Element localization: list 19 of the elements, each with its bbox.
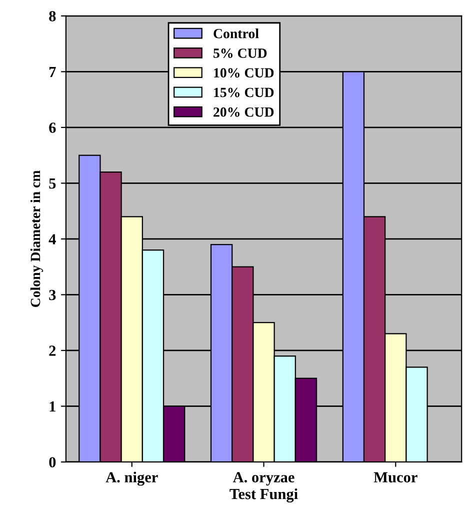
x-tick-label: A. niger <box>106 472 158 486</box>
legend-label: 20% CUD <box>214 107 274 117</box>
y-tick-label: 1 <box>50 401 56 412</box>
y-tick-label: 3 <box>49 290 56 300</box>
legend-label: 5% CUD <box>214 48 267 58</box>
x-tick-label: A. oryzae <box>232 472 294 486</box>
x-tick-label: Mucor <box>374 472 418 482</box>
legend-label: Control <box>214 28 259 38</box>
x-axis-title: Test Fungi <box>230 488 298 502</box>
y-tick-label: 4 <box>48 234 56 244</box>
y-tick-label: 0 <box>49 457 56 468</box>
y-tick-label: 5 <box>49 178 56 189</box>
y-tick-label: 6 <box>49 122 56 133</box>
y-tick-label: 8 <box>49 11 56 22</box>
y-tick-label: 2 <box>49 346 56 356</box>
y-tick-label: 7 <box>49 66 56 77</box>
legend-label: 10% CUD <box>214 68 274 78</box>
y-axis-title: Colony Diameter in cm <box>30 170 44 307</box>
legend-label: 15% CUD <box>214 88 274 98</box>
